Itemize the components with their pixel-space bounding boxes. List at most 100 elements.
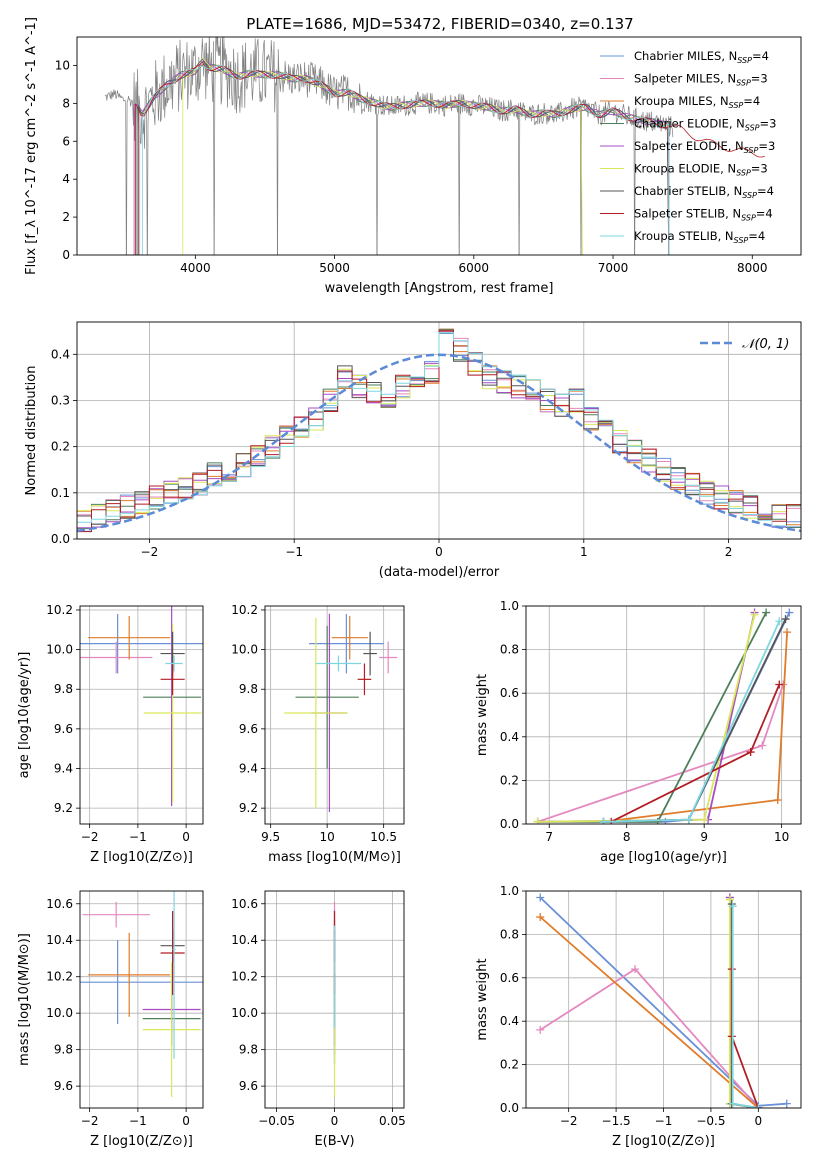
mass-weight-marker [653,817,662,824]
error-bar-point [160,911,185,995]
y-tick-label: 9.2 [239,801,258,815]
axes-frame [79,605,204,825]
y-tick-label: 1.0 [500,599,519,613]
x-tick-label: −1 [285,545,303,559]
model-spectrum-7 [137,58,670,255]
x-tick-label: 1 [580,545,588,559]
y-tick-label: 0.6 [500,686,519,700]
residual-histogram-9 [77,332,801,528]
legend-label: Salpeter ELODIE, NSSP=3 [634,139,775,155]
error-bar-point [284,617,348,809]
y-axis-label: mass weight [475,674,490,756]
panel-mass-vs-EBV: −0.05 0 0.05 9.6 9.8 10.0 10.2 10.4 10.6 E(B-V) [231,890,406,1149]
y-tick-label: 0.4 [51,347,70,361]
y-tick-label: 9.8 [54,1043,73,1057]
error-bar-point [363,631,377,676]
y-tick-label: 10 [55,58,70,72]
mass-weight-line-5 [537,612,756,823]
y-axis-label: Normed distribution [24,366,39,496]
x-axis-label: Z [log10(Z/Z⊙)] [90,850,193,865]
mass-weight-line-8 [610,684,781,823]
y-tick-label: 0.3 [51,393,70,407]
y-tick-label: 9.6 [239,722,258,736]
mass-weight-line-5 [729,897,759,1108]
mass-weight-marker [754,1104,763,1108]
error-bar-point [82,901,150,928]
model-spectrum-3 [137,64,670,255]
y-tick-label: 1.0 [500,884,519,898]
y-tick-label: 10.0 [46,643,73,657]
panel-residuals: −2 −1 0 1 2 0.0 0.1 0.2 0.3 0.4 (data-model)/error… [24,321,802,580]
y-tick-label: 0.4 [500,1014,519,1028]
x-axis-label: (data-model)/error [379,565,500,580]
x-tick-label: 7 [545,830,553,844]
panel-weight-vs-age: 7 8 9 10 0.0 0.2 0.4 0.6 0.8 1.0 age [log10(age/yr… [475,599,802,865]
y-axis-label: Flux [f_λ 10^-17 erg cm^-2 s^-1 A^-1] [24,17,39,275]
mass-weight-marker [746,748,755,757]
error-bar-point [80,613,203,674]
model-spectrum-2 [139,63,670,255]
error-bar-point [331,615,368,660]
x-tick-label: −0.5 [696,1114,725,1128]
x-tick-label: 0 [331,1114,339,1128]
x-tick-label: 0 [435,545,443,559]
x-tick-label: −1 [129,830,147,844]
x-axis-label: mass [log10(M/M⊙)] [268,850,401,865]
y-tick-label: 9.2 [54,801,73,815]
y-tick-label: 9.4 [239,762,258,776]
error-bar-point [88,615,171,660]
y-tick-label: 10.6 [231,897,258,911]
x-tick-label: 0 [182,830,190,844]
y-tick-label: 6 [62,134,70,148]
mass-weight-marker [684,815,693,824]
y-tick-label: 0.1 [51,486,70,500]
model-spectrum-4 [136,63,670,255]
x-tick-label: 8 [623,830,631,844]
y-tick-label: 0.2 [500,1058,519,1072]
legend-label: Kroupa STELIB, NSSP=4 [634,229,765,245]
y-tick-label: 0.2 [500,773,519,787]
y-tick-label: 2 [62,210,70,224]
normal-curve [77,353,801,533]
mass-weight-line-2 [537,684,785,823]
panel-spectrum: 4000 5000 6000 7000 8000 0 2 4 6 8 10 wavelength [A… [24,17,802,296]
mass-weight-marker [536,1025,545,1034]
y-tick-label: 9.6 [54,1079,73,1093]
panel-weight-vs-Z: −2 −1.5 −1 −0.5 0 0.0 0.2 0.4 0.6 0.8 1.0 Z [log10(… [475,884,802,1149]
legend-label: Chabrier STELIB, NSSP=4 [634,184,774,200]
y-tick-label: 10.4 [46,933,73,947]
error-bar-point [295,625,359,769]
x-tick-label: 4000 [180,261,211,275]
mass-weight-line-3 [603,632,788,823]
mass-weight-marker [661,817,670,824]
x-tick-label: −2 [560,1114,578,1128]
x-tick-label: 5000 [319,261,350,275]
mass-weight-line-9 [731,906,759,1108]
mass-weight-marker [533,817,542,824]
mass-weight-marker [781,615,790,624]
y-tick-label: 9.4 [54,762,73,776]
x-tick-label: −1.5 [602,1114,631,1128]
mass-weight-marker [762,608,771,617]
error-bar-point [172,891,176,1059]
model-spectrum-5 [133,60,670,255]
mass-weight-marker [728,1099,737,1108]
y-tick-label: 10.0 [231,1006,258,1020]
mass-weight-marker [725,895,734,904]
error-bar-point [160,663,185,696]
x-tick-label: −1 [655,1114,673,1128]
x-axis-label: E(B-V) [314,1134,354,1149]
y-tick-label: 0.8 [500,643,519,657]
observed-spectrum [104,37,674,255]
x-tick-label: 7000 [598,261,629,275]
x-tick-label: 0.05 [379,1114,406,1128]
legend-label: Chabrier ELODIE, NSSP=3 [634,117,776,133]
error-bar-point [80,940,203,1025]
mass-weight-marker [773,796,782,805]
y-tick-label: 0.0 [500,817,519,831]
error-bar-point [309,613,384,674]
error-bar-point [315,655,362,672]
y-tick-label: 10.0 [231,643,258,657]
y-tick-label: 10.2 [231,970,258,984]
legend-label: Kroupa MILES, NSSP=4 [634,94,760,110]
